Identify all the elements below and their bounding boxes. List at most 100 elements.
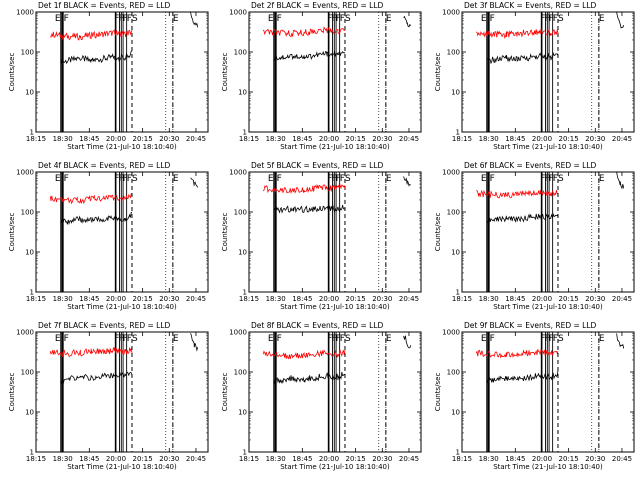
events-series-line (190, 333, 199, 352)
x-tick-label: 18:45 (79, 295, 99, 303)
y-tick-label: 100 (234, 369, 247, 377)
events-series-line (60, 50, 133, 66)
event-marker-label: E (268, 14, 274, 24)
lld-series-line (262, 184, 346, 194)
event-marker-label: E (55, 174, 61, 184)
y-tick-label: 10 (25, 409, 34, 417)
event-marker-label: E (386, 174, 392, 184)
y-tick-label: 10 (25, 89, 34, 97)
x-tick-label: 18:30 (53, 455, 73, 463)
event-marker-label: S (558, 334, 564, 344)
events-series-line (273, 371, 346, 384)
y-tick-label: 1000 (229, 9, 247, 17)
detector-chart-6f: Det 6f BLACK = Events, RED = LLD 1 10 100 10… (434, 161, 635, 311)
y-tick-label: 100 (234, 49, 247, 57)
x-axis-label: Start Time (21-Jul-10 18:10:40) (67, 463, 177, 471)
event-marker-label: E (599, 174, 605, 184)
y-tick-label: 10 (238, 249, 247, 257)
x-tick-label: 18:45 (79, 135, 99, 143)
pass-marker-labels: FFFF (114, 334, 132, 344)
x-tick-label: 18:30 (266, 455, 286, 463)
x-tick-label: 18:30 (53, 295, 73, 303)
event-marker-label: E (173, 334, 179, 344)
x-axis-label: Start Time (21-Jul-10 18:10:40) (493, 303, 603, 311)
events-series-line (616, 12, 625, 29)
chart-title: Det 4f BLACK = Events, RED = LLD (38, 161, 171, 170)
x-tick-label: 20:15 (133, 135, 153, 143)
x-tick-label: 20:30 (372, 295, 392, 303)
y-tick-label: 1000 (442, 9, 460, 17)
x-tick-label: 20:45 (612, 135, 632, 143)
event-marker-label: S (132, 14, 138, 24)
x-tick-label: 20:30 (159, 295, 179, 303)
x-axis-label: Start Time (21-Jul-10 18:10:40) (493, 143, 603, 151)
x-tick-label: 20:15 (346, 455, 366, 463)
events-series-line (403, 15, 412, 28)
x-tick-label: 18:15 (239, 135, 259, 143)
y-tick-label: 1 (456, 289, 460, 297)
event-marker-label: S (345, 334, 351, 344)
events-series-line (190, 12, 199, 28)
x-axis-label: Start Time (21-Jul-10 18:10:40) (67, 303, 177, 311)
x-tick-label: 20:00 (532, 455, 552, 463)
event-marker-label: S (558, 174, 564, 184)
plot-frame (248, 331, 422, 453)
events-series-line (486, 51, 559, 65)
x-tick-label: 20:00 (532, 295, 552, 303)
x-axis-label: Start Time (21-Jul-10 18:10:40) (280, 303, 390, 311)
events-series-line (273, 50, 346, 62)
y-tick-label: 100 (447, 49, 460, 57)
detector-panel-3f: Det 3f BLACK = Events, RED = LLD 1 10 100 10… (426, 0, 639, 160)
x-tick-label: 20:45 (399, 295, 419, 303)
x-tick-label: 20:45 (612, 455, 632, 463)
y-tick-label: 10 (25, 249, 34, 257)
x-tick-label: 18:45 (79, 455, 99, 463)
x-tick-label: 20:30 (585, 135, 605, 143)
x-tick-label: 18:15 (26, 455, 46, 463)
y-tick-label: 100 (21, 49, 34, 57)
plot-frame (248, 171, 422, 293)
x-tick-label: 20:15 (133, 295, 153, 303)
x-tick-label: 20:45 (186, 455, 206, 463)
detector-panel-4f: Det 4f BLACK = Events, RED = LLD 1 10 100 10… (0, 160, 213, 320)
y-tick-label: 1000 (442, 169, 460, 177)
y-tick-label: 10 (238, 409, 247, 417)
plot-frame (35, 331, 209, 453)
x-tick-label: 20:00 (532, 135, 552, 143)
event-marker-label: S (132, 174, 138, 184)
plot-frame (35, 171, 209, 293)
x-tick-label: 20:45 (399, 135, 419, 143)
pass-marker-labels: FFFF (540, 14, 558, 24)
event-marker-label: F (277, 174, 282, 184)
x-axis-label: Start Time (21-Jul-10 18:10:40) (280, 463, 390, 471)
pass-marker-labels: FFFF (327, 174, 345, 184)
y-tick-label: 100 (21, 369, 34, 377)
y-tick-label: 1000 (229, 169, 247, 177)
y-tick-label: 100 (21, 209, 34, 217)
y-axis-label: Counts/sec (434, 373, 442, 412)
x-tick-label: 20:45 (186, 295, 206, 303)
y-axis-label: Counts/sec (434, 53, 442, 92)
lld-series-line (262, 349, 346, 360)
y-tick-label: 1 (456, 129, 460, 137)
x-tick-label: 18:15 (452, 455, 472, 463)
x-tick-label: 18:45 (505, 295, 525, 303)
event-marker-label: F (490, 14, 495, 24)
event-marker-label: E (481, 334, 487, 344)
y-tick-label: 1 (30, 289, 34, 297)
chart-title: Det 9f BLACK = Events, RED = LLD (464, 321, 597, 330)
chart-title: Det 6f BLACK = Events, RED = LLD (464, 161, 597, 170)
event-marker-label: E (386, 14, 392, 24)
x-tick-label: 20:15 (133, 455, 153, 463)
events-series-line (616, 333, 625, 349)
event-marker-label: E (599, 334, 605, 344)
chart-title: Det 5f BLACK = Events, RED = LLD (251, 161, 384, 170)
event-marker-label: E (55, 14, 61, 24)
events-series-line (486, 370, 559, 384)
x-tick-label: 20:30 (159, 135, 179, 143)
x-tick-label: 18:30 (266, 295, 286, 303)
plot-frame (248, 11, 422, 133)
x-axis-label: Start Time (21-Jul-10 18:10:40) (67, 143, 177, 151)
detector-chart-4f: Det 4f BLACK = Events, RED = LLD 1 10 100 10… (8, 161, 209, 311)
